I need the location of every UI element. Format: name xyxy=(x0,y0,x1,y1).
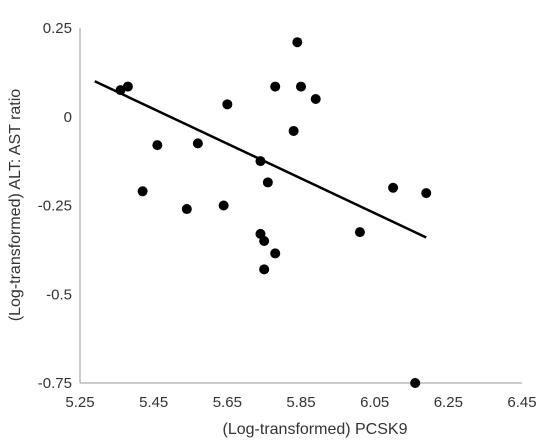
x-axis-title: (Log-transformed) PCSK9 xyxy=(223,421,408,438)
data-point xyxy=(122,81,133,92)
data-point xyxy=(421,188,432,199)
data-points xyxy=(115,37,432,388)
x-tick-label: 5.45 xyxy=(139,394,168,411)
y-tick-label: -0.75 xyxy=(38,375,72,392)
y-tick-label: -0.5 xyxy=(46,286,72,303)
data-point xyxy=(192,138,203,149)
data-point xyxy=(270,81,281,92)
data-point xyxy=(222,99,233,110)
data-point xyxy=(259,264,270,275)
data-point xyxy=(388,182,399,193)
data-point xyxy=(152,140,163,151)
y-tick-label: 0 xyxy=(64,109,72,126)
x-tick-labels: 5.25 5.45 5.65 5.85 6.05 6.25 6.45 xyxy=(65,394,536,411)
data-point xyxy=(137,186,148,197)
y-tick-labels: 0.25 0 -0.25 -0.5 -0.75 xyxy=(38,20,72,392)
data-point xyxy=(255,156,266,167)
x-tick-label: 5.85 xyxy=(286,394,315,411)
data-point xyxy=(262,177,273,188)
x-tick-label: 6.05 xyxy=(360,394,389,411)
y-tick-label: -0.25 xyxy=(38,198,72,215)
x-tick-label: 5.25 xyxy=(65,394,94,411)
data-point xyxy=(296,81,306,92)
x-tick-label: 6.45 xyxy=(507,394,536,411)
x-tick-label: 5.65 xyxy=(213,394,242,411)
data-point xyxy=(181,204,192,215)
data-point xyxy=(310,94,321,104)
data-point xyxy=(292,37,303,48)
data-point xyxy=(410,378,421,388)
y-axis-title: (Log-transformed) ALT: AST ratio xyxy=(7,89,24,322)
data-point xyxy=(288,125,299,136)
x-tick-label: 6.25 xyxy=(434,394,463,411)
y-tick-label: 0.25 xyxy=(43,20,72,37)
data-point xyxy=(218,200,229,211)
data-point xyxy=(259,236,270,246)
data-point xyxy=(270,248,281,259)
data-point xyxy=(354,227,365,238)
